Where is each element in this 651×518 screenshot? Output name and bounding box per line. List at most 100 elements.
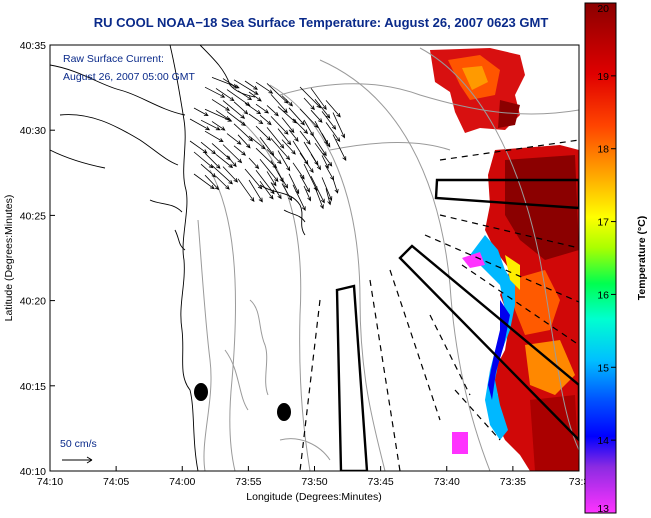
current-vector [255,103,270,114]
current-vector [310,87,327,110]
y-tick-label: 40:30 [20,125,46,137]
x-tick-label: 73:50 [301,476,327,488]
coastlines [50,45,306,471]
current-vector [189,140,208,154]
station-marker-east [277,403,291,421]
colorbar-tick-label: 17 [597,217,609,229]
current-vector [226,89,251,107]
current-vector [211,99,230,111]
colorbar-tick-label: 15 [597,362,609,374]
sst-cold-filament [470,235,515,440]
x-tick-label: 74:00 [169,476,195,488]
current-vector [281,95,294,107]
colorbar-tick-label: 20 [597,3,609,15]
y-tick-label: 40:35 [20,40,46,52]
current-vector [233,145,247,156]
sst-patch-northeast-dark [498,100,520,128]
sst-patch-southeast [452,432,468,454]
current-vector [200,119,221,131]
y-tick-label: 40:15 [20,381,46,393]
current-vector [332,178,339,194]
current-vector [248,91,262,102]
current-vector [270,138,291,161]
current-vector [303,185,311,202]
x-tick-label: 73:40 [434,476,460,488]
current-vector [277,172,289,189]
current-vector [270,116,289,135]
sst-band-east-warm-a [510,270,560,335]
current-vector [248,113,264,125]
current-vector [237,178,255,202]
current-vector [193,173,215,190]
colorbar [584,2,617,514]
sst-cold-filament-edge [488,300,510,400]
current-vector [325,188,332,206]
sst-patch-northeast-core [462,66,488,90]
current-vector [277,106,297,124]
current-vector [321,177,333,202]
current-vector [325,122,341,143]
current-vector [321,111,337,130]
current-vector [237,134,251,149]
colorbar-tick-label: 13 [597,503,609,515]
current-vector [259,114,272,126]
y-tick-label: 40:10 [20,466,46,478]
y-tick-label: 40:25 [20,210,46,222]
current-vector [248,135,266,150]
scale-label: 50 cm/s [60,438,97,450]
current-vector [303,97,315,111]
colorbar-tick-label: 19 [597,71,609,83]
y-tick-label: 40:20 [20,296,46,308]
x-tick-label: 73:35 [500,476,526,488]
current-vector [255,169,275,195]
current-vector [266,105,279,117]
current-vector [233,79,259,95]
radar-sector-lines [299,139,579,471]
colorbar-ticks: 13 14 15 16 17 18 19 20 [597,2,616,515]
current-vector [310,109,323,123]
current-vector [299,152,314,174]
current-vector [332,134,347,162]
current-vector [215,88,235,102]
current-vector [288,107,305,126]
current-vector [266,149,282,165]
current-vector [259,180,274,200]
colorbar-tick-label: 16 [597,289,609,301]
survey-polygons [335,178,579,471]
current-vector [314,121,328,145]
current-vector [215,176,230,190]
current-vector [310,131,327,157]
current-vector [281,139,296,155]
current-vector [189,118,211,131]
current-vector [248,157,260,170]
station-marker-west [194,383,208,401]
current-vector [244,80,258,90]
current-vector [204,152,221,169]
annotation-line2: August 26, 2007 05:00 GMT [63,71,196,83]
current-vector [226,133,242,145]
x-axis-label: Longitude (Degrees:Minutes) [246,491,381,503]
sst-band-east-warm-b [525,340,575,395]
current-vector [215,154,234,169]
current-vector [255,81,274,94]
current-vector [200,163,217,178]
x-tick-label: 74:10 [37,476,63,488]
current-vector [314,142,333,167]
x-tick-label: 73:45 [367,476,393,488]
current-vector [277,128,292,146]
y-axis: 40:35 40:30 40:25 40:20 40:15 40:10 [20,40,55,478]
current-vector [277,150,291,172]
scale-arrow-head [86,456,93,464]
current-vector [314,187,324,210]
sst-band-east-core [505,155,579,260]
current-vector [281,117,295,134]
current-vector [299,174,310,193]
colorbar-label: Temperature (°C) [636,216,648,301]
colorbar-tick-label: 14 [597,435,609,447]
current-vector [266,171,277,187]
current-vector [321,133,331,148]
current-vector [270,94,288,114]
current-vector [266,127,285,149]
current-vector [204,174,220,191]
